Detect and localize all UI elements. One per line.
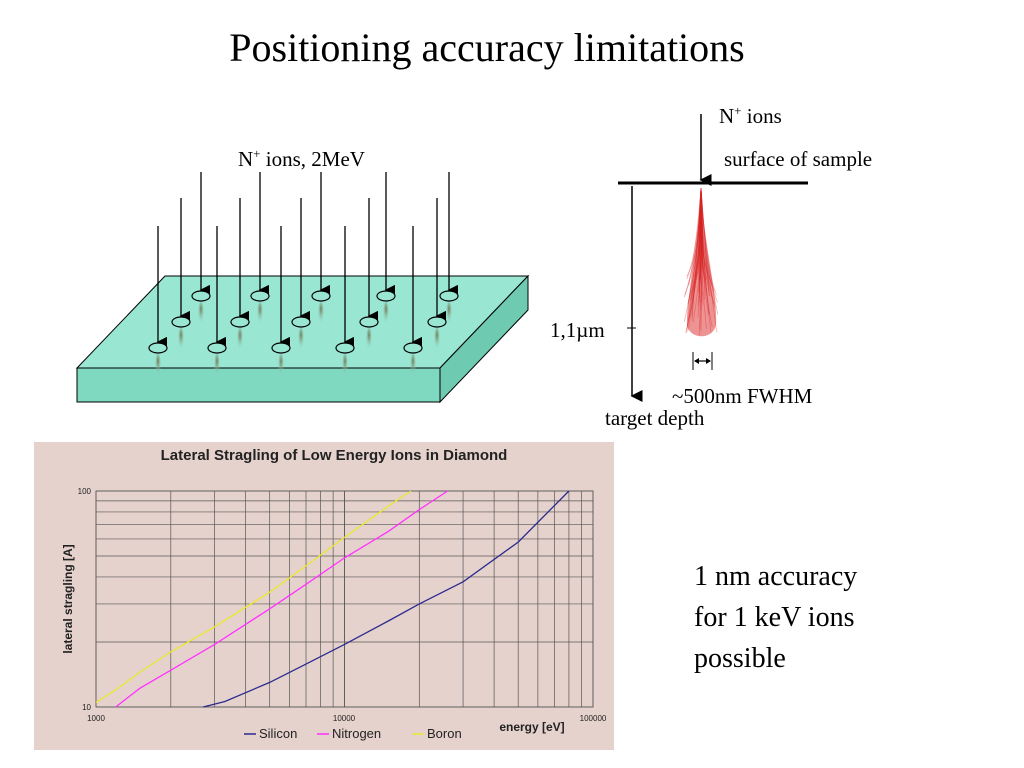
ion-trail-11 (198, 302, 204, 326)
ion-trail-2 (214, 354, 220, 378)
series-line-boron (95, 490, 412, 703)
ion-impact-11 (191, 290, 211, 302)
surface-label: surface of sample (724, 147, 873, 171)
implantation-diagram (75, 172, 530, 404)
ion-trail-1 (155, 354, 161, 378)
fwhm-marker (692, 352, 713, 370)
beam-label-charge: + (253, 146, 261, 161)
ion-impact-6 (171, 316, 191, 328)
ion-impact-4 (335, 342, 355, 354)
ion-impact-5 (403, 342, 423, 354)
beam-label-energy: ions, 2MeV (260, 147, 365, 171)
ion-impact-8 (291, 316, 311, 328)
ion-trail-8 (298, 328, 304, 352)
beam-label-text: N (238, 147, 254, 171)
x-tick-10000: 10000 (333, 714, 356, 723)
ion-impact-9 (359, 316, 379, 328)
chart-title: Lateral Stragling of Low Energy Ions in … (161, 447, 508, 464)
ion-label-charge: + (734, 103, 742, 118)
ion-trail-10 (434, 328, 440, 352)
ion-trail-15 (446, 302, 452, 326)
ion-impact-3 (271, 342, 291, 354)
y-tick-100: 100 (78, 487, 92, 496)
ion-impact-13 (311, 290, 331, 302)
series-line-silicon (203, 490, 570, 708)
accuracy-note: 1 nm accuracy for 1 keV ions possible (694, 556, 857, 679)
chart-legend: Silicon Nitrogen Boron (244, 726, 462, 741)
y-axis-label: lateral stragling [A] (61, 544, 75, 653)
ion-impact-12 (250, 290, 270, 302)
series-line-nitrogen (115, 490, 448, 708)
x-axis-label: energy [eV] (499, 720, 564, 734)
x-tick-1000: 1000 (87, 714, 105, 723)
accuracy-line-3: possible (694, 643, 786, 674)
depth-value: 1,1µm (550, 318, 605, 342)
ion-trail-13 (318, 302, 324, 326)
ion-trail-9 (366, 328, 372, 352)
x-tick-100000: 100000 (580, 714, 607, 723)
chart-svg: Lateral Stragling of Low Energy Ions in … (61, 447, 607, 741)
ion-trail-14 (383, 302, 389, 326)
chart-series (95, 490, 570, 708)
legend-label-silicon: Silicon (259, 726, 297, 741)
ion-trail-4 (342, 354, 348, 378)
ion-impact-2 (207, 342, 227, 354)
ion-trail-3 (278, 354, 284, 378)
straggling-chart: Lateral Stragling of Low Energy Ions in … (34, 442, 614, 750)
y-tick-10: 10 (82, 703, 91, 712)
beam-label: N+ ions, 2MeV (238, 147, 365, 172)
ion-impact-7 (230, 316, 250, 328)
ion-trail-7 (237, 328, 243, 352)
ion-trail-5 (410, 354, 416, 378)
ion-impact-14 (376, 290, 396, 302)
ion-label-suffix: ions (741, 104, 782, 128)
depth-profile-diagram (618, 114, 808, 402)
ion-impact-10 (427, 316, 447, 328)
fwhm-label: ~500nm FWHM (672, 384, 813, 408)
accuracy-line-2: for 1 keV ions (694, 602, 855, 633)
accuracy-line-1: 1 nm accuracy (694, 561, 858, 592)
ion-range-plume (683, 187, 719, 337)
legend-label-nitrogen: Nitrogen (332, 726, 381, 741)
depth-axis-label: target depth (605, 406, 705, 430)
ion-label: N+ ions (719, 104, 782, 129)
chart-grid (95, 490, 594, 708)
slide-title: Positioning accuracy limitations (229, 25, 745, 70)
ion-trail-6 (178, 328, 184, 352)
legend-label-boron: Boron (427, 726, 462, 741)
ion-impact-15 (439, 290, 459, 302)
ion-label-text: N (719, 104, 735, 128)
ion-trail-12 (257, 302, 263, 326)
ion-impact-1 (148, 342, 168, 354)
ion-beam-arrows (148, 172, 459, 378)
